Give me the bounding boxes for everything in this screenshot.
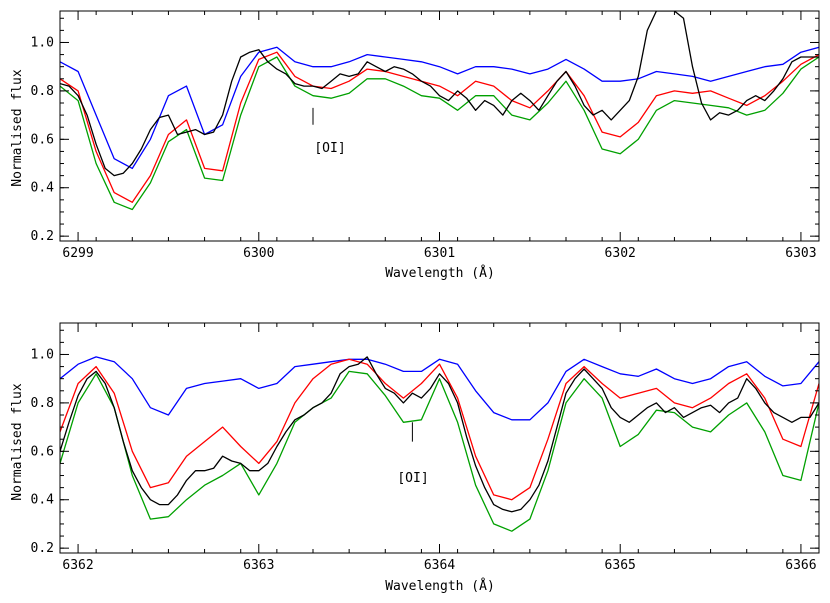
y-tick-label: 0.2	[31, 541, 54, 556]
series-line	[60, 11, 819, 177]
x-tick-label: 6363	[243, 558, 274, 573]
y-axis-label: Normalised flux	[10, 69, 25, 187]
oi-annotation-label: [OI]	[397, 471, 428, 486]
series-line	[60, 370, 819, 532]
x-tick-label: 6299	[62, 246, 93, 261]
x-tick-label: 6366	[785, 558, 816, 573]
series-line	[60, 51, 819, 203]
x-tick-label: 6300	[243, 246, 274, 261]
plot-frame	[59, 322, 820, 554]
y-axis-label: Normalised flux	[10, 383, 25, 501]
x-axis-label: Wavelength (Å)	[385, 578, 495, 594]
x-tick-label: 6362	[62, 558, 93, 573]
y-tick-label: 1.0	[31, 35, 54, 50]
oi-annotation-label: [OI]	[314, 141, 345, 156]
y-tick-label: 0.8	[31, 396, 54, 411]
x-tick-label: 6303	[785, 246, 816, 261]
series-group	[60, 11, 819, 211]
y-tick-label: 0.6	[31, 444, 54, 459]
y-tick-label: 1.0	[31, 347, 54, 362]
y-tick-label: 0.8	[31, 84, 54, 99]
series-group	[60, 356, 819, 532]
x-tick-label: 6365	[605, 558, 636, 573]
x-tick-label: 6301	[424, 246, 455, 261]
y-tick-label: 0.2	[31, 229, 54, 244]
y-tick-label: 0.4	[31, 181, 55, 196]
series-line	[60, 46, 819, 170]
series-line	[60, 356, 819, 513]
y-tick-label: 0.4	[31, 493, 55, 508]
series-line	[60, 56, 819, 211]
x-axis-label: Wavelength (Å)	[385, 265, 495, 281]
series-line	[60, 358, 819, 501]
chart-panel-top: Normalised flux Wavelength (Å) [OI] 6299…	[10, 10, 820, 281]
x-tick-label: 6302	[605, 246, 636, 261]
chart-panel-bottom: Normalised flux Wavelength (Å) [OI] 6362…	[10, 322, 820, 594]
x-tick-label: 6364	[424, 558, 455, 573]
y-tick-label: 0.6	[31, 132, 54, 147]
series-line	[60, 356, 819, 421]
